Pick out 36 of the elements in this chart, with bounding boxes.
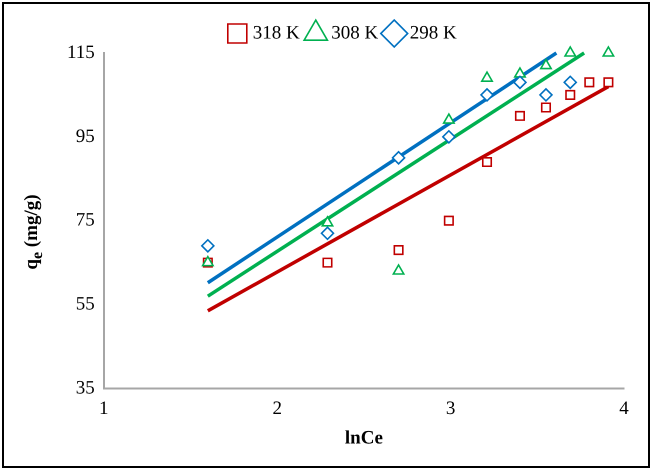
point [201, 239, 215, 253]
point [514, 67, 526, 78]
point [442, 113, 455, 124]
point [320, 226, 334, 240]
point [514, 110, 525, 121]
x-axis-title: lnCe [344, 428, 383, 449]
y-tick-label: 95 [76, 126, 95, 147]
x-tick-label: 4 [619, 398, 630, 419]
point [565, 90, 576, 100]
point [603, 77, 614, 88]
point [480, 88, 494, 102]
point [513, 76, 527, 90]
point [394, 245, 404, 256]
y-tick-label: 75 [76, 210, 95, 231]
x-tick-label: 3 [446, 398, 456, 419]
x-tick-label: 1 [99, 398, 109, 419]
legend-label: 298 K [410, 22, 457, 44]
x-tick-label: 2 [272, 398, 282, 419]
point [563, 76, 578, 90]
point [540, 102, 552, 113]
y-tick-label: 55 [76, 294, 95, 315]
legend-label: 318 K [252, 22, 300, 44]
point [564, 46, 576, 57]
point [584, 77, 594, 88]
legend-label: 308 K [331, 22, 379, 44]
y-tick-label: 115 [67, 42, 95, 63]
point [482, 156, 492, 168]
point [444, 216, 454, 226]
point [392, 151, 406, 165]
point [322, 258, 333, 268]
point [481, 71, 494, 82]
point [442, 130, 456, 144]
y-tick-label: 35 [76, 377, 95, 398]
point [539, 88, 553, 102]
point [540, 58, 552, 70]
point [602, 46, 614, 57]
